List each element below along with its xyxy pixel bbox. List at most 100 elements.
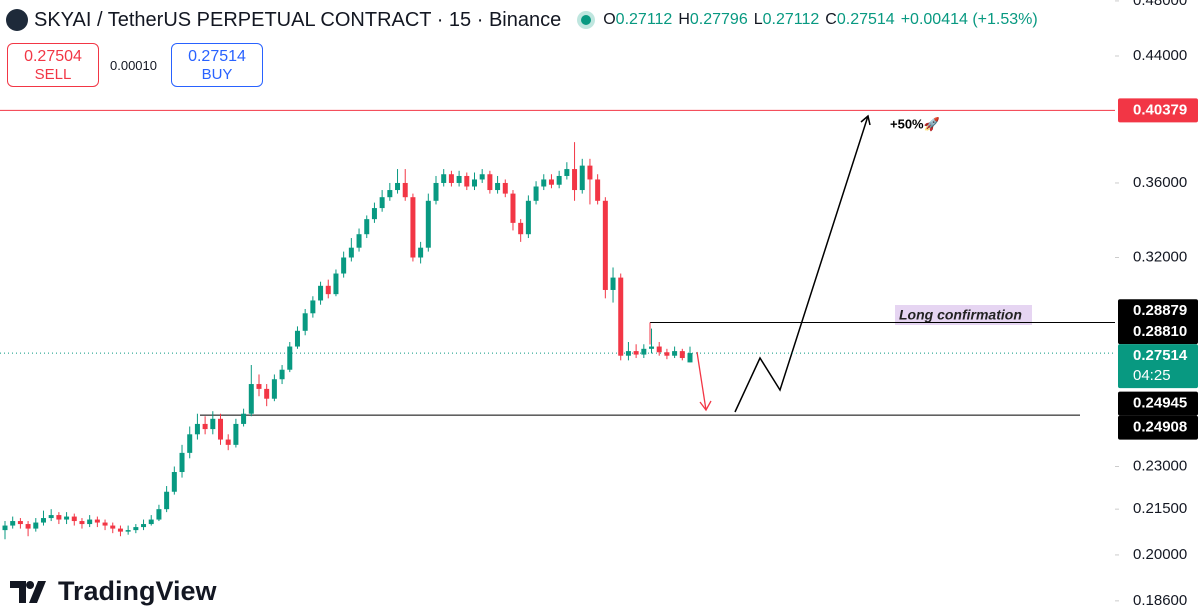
- candle-body: [556, 175, 562, 185]
- candle-body: [587, 165, 593, 180]
- candle-body: [202, 423, 208, 430]
- candle-body: [433, 182, 439, 201]
- candle-body: [310, 300, 316, 314]
- price-tag-label: 0.28879: [1133, 302, 1187, 319]
- ohlc-value: +0.00414 (+1.53%): [900, 11, 1038, 28]
- candle-body: [110, 525, 116, 529]
- candle-body: [87, 519, 93, 525]
- candle-body: [48, 515, 54, 519]
- y-tick-label: 0.36000: [1133, 174, 1187, 191]
- ohlc-value: 0.27112: [615, 11, 673, 28]
- candle-body: [418, 247, 424, 258]
- price-tag: [1118, 344, 1198, 389]
- y-tick-label: 0.32000: [1133, 248, 1187, 265]
- candle-body: [10, 521, 16, 526]
- candle-body: [541, 179, 547, 187]
- candle-body: [456, 175, 462, 183]
- header: SKYAI / TetherUS PERPETUAL CONTRACT · 15…: [6, 8, 1044, 32]
- drawing-path: [734, 115, 869, 413]
- candle-body: [17, 521, 23, 525]
- candle-body: [625, 351, 631, 356]
- price-tag-label: 0.27514: [1133, 347, 1188, 364]
- candle-body: [502, 182, 508, 194]
- candle-body: [410, 197, 416, 258]
- candle-body: [218, 418, 224, 440]
- candle-body: [225, 439, 231, 445]
- candle-body: [395, 182, 401, 191]
- candle-body: [425, 200, 431, 248]
- buy-button[interactable]: 0.27514 BUY: [171, 43, 263, 87]
- ohlc-value: 0.27796: [689, 11, 748, 28]
- y-tick-label: 0.18600: [1133, 592, 1187, 609]
- candle-body: [248, 384, 254, 414]
- candle-body: [194, 423, 200, 435]
- y-tick-label: 0.48000: [1133, 0, 1187, 9]
- candle-body: [64, 516, 70, 520]
- candle-body: [602, 200, 608, 290]
- candle-body: [402, 182, 408, 198]
- candle-body: [464, 175, 470, 187]
- candle-body: [341, 257, 347, 274]
- ohlc-key: H: [678, 11, 690, 28]
- candle-body: [479, 174, 485, 180]
- price-tag: [1118, 299, 1198, 324]
- candle-body: [271, 379, 277, 399]
- ohlc-value: 0.27514: [836, 11, 895, 28]
- candle-body: [56, 515, 62, 520]
- candle-body: [294, 330, 300, 347]
- ohlc-key: L: [753, 11, 763, 28]
- buy-price: 0.27514: [188, 48, 246, 65]
- candle-body: [364, 219, 370, 235]
- candle-body: [2, 525, 8, 531]
- candle-body: [510, 193, 516, 223]
- sell-button[interactable]: 0.27504 SELL: [7, 43, 99, 87]
- candle-body: [610, 277, 616, 290]
- candle-body: [356, 234, 362, 248]
- price-tag-label: 0.40379: [1133, 101, 1187, 118]
- price-tag-label: 0.28810: [1133, 323, 1187, 340]
- y-tick-label: 0.21500: [1133, 500, 1187, 517]
- annotation: +50%🚀: [890, 116, 940, 131]
- symbol-title: SKYAI / TetherUS PERPETUAL CONTRACT · 15…: [34, 8, 562, 31]
- symbol-icon: [6, 9, 28, 31]
- spread: 0.00010: [110, 58, 157, 73]
- ohlc-key: O: [603, 11, 616, 28]
- candle-body: [618, 277, 624, 356]
- candle-body: [641, 348, 647, 355]
- drawing-arrow-head: [699, 400, 712, 412]
- candle-body: [348, 247, 354, 258]
- candle-body: [94, 519, 100, 523]
- candle-body: [79, 521, 85, 525]
- candle-body: [148, 519, 154, 525]
- price-tag-label: 0.24908: [1133, 419, 1187, 436]
- candle-body: [595, 179, 601, 201]
- drawing-arrow-head: [860, 114, 871, 126]
- candle-body: [279, 369, 285, 380]
- annotation: Long confirmation: [899, 307, 1022, 323]
- ohlc: O0.27112 H0.27796 L0.27112 C0.27514 +0.00414…: [603, 11, 1043, 29]
- candle-body: [487, 174, 493, 191]
- candle-body: [179, 452, 185, 473]
- annotation-bg: [895, 305, 1032, 325]
- candle-body: [579, 165, 585, 191]
- candle-body: [102, 522, 108, 526]
- candle-body: [379, 197, 385, 209]
- candle-body: [318, 285, 324, 301]
- candle-body: [117, 528, 123, 532]
- ohlc-value: 0.27112: [762, 11, 820, 28]
- candle-body: [525, 200, 531, 235]
- candle-body: [171, 472, 177, 492]
- candle-body: [548, 179, 554, 185]
- candle-body: [679, 351, 685, 359]
- logo-mark: [10, 580, 46, 603]
- candle-body: [241, 413, 247, 424]
- candle-body: [441, 174, 447, 183]
- candle-body: [210, 418, 216, 430]
- candle-body: [302, 313, 308, 331]
- price-tag: [1118, 415, 1198, 440]
- candle-body: [25, 524, 31, 529]
- candle-body: [187, 434, 193, 453]
- candle-body: [656, 346, 662, 353]
